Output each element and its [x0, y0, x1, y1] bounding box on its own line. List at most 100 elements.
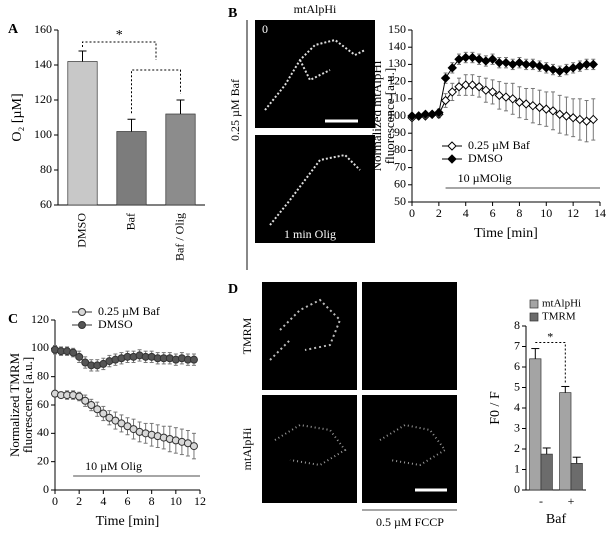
data-point: [414, 111, 424, 121]
legend-label: DMSO: [98, 317, 133, 331]
data-point: [75, 352, 84, 361]
y-tick-label: 80: [40, 162, 52, 176]
y-tick-label: 2: [514, 441, 520, 455]
legend-label: 0.25 µM Baf: [468, 138, 530, 152]
y-tick-label: 100: [388, 108, 406, 122]
bar: [559, 392, 572, 491]
x-tick-label: 14: [594, 206, 606, 220]
data-point: [568, 113, 578, 123]
legend-swatch: [529, 299, 539, 309]
data-point: [561, 111, 572, 121]
data-point: [508, 59, 518, 70]
y-tick-label: 60: [394, 177, 406, 191]
x-axis-label: Time [min]: [96, 514, 160, 529]
y-tick-label: 4: [514, 400, 520, 414]
image-label: 0.5 µM FCCP: [376, 515, 444, 529]
y-tick-label: 100: [31, 340, 49, 354]
y-tick-label: 60: [40, 197, 52, 211]
y-tick-label: 120: [34, 92, 52, 106]
data-point: [555, 66, 565, 76]
legend-marker: [447, 141, 457, 151]
y-tick-label: 0: [514, 482, 520, 496]
y-tick-label: 5: [514, 379, 520, 393]
y-axis-label: Normalized mtAlpHi: [369, 60, 384, 171]
significance-label: *: [547, 329, 553, 343]
x-tick-label: 12: [567, 206, 579, 220]
data-point: [555, 109, 565, 119]
data-point: [481, 56, 491, 66]
y-axis-label: Normalized TMRM: [7, 353, 22, 458]
data-point: [541, 104, 551, 114]
significance-bracket: [131, 69, 181, 114]
y-axis-label: O₂ [µM]: [10, 93, 25, 141]
y-tick-label: 8: [514, 318, 520, 332]
data-point: [568, 63, 578, 73]
data-point: [81, 396, 90, 405]
data-point: [494, 90, 504, 101]
data-point: [514, 97, 525, 107]
y-tick-label: 80: [37, 368, 49, 382]
y-tick-label: 3: [514, 420, 520, 434]
data-point: [99, 409, 108, 418]
data-point: [581, 59, 592, 70]
data-point: [440, 95, 451, 106]
y-tick-label: 120: [31, 312, 49, 326]
panel-letter: D: [228, 282, 238, 297]
x-tick-label: 10: [170, 494, 182, 508]
data-point: [494, 57, 504, 68]
data-point: [501, 57, 511, 68]
data-point: [534, 61, 545, 71]
image-label: TMRM: [240, 317, 254, 354]
legend-marker: [447, 154, 457, 164]
x-tick-label: 6: [490, 206, 496, 220]
legend-label: TMRM: [542, 311, 576, 323]
x-axis-label: Time [min]: [474, 226, 538, 241]
bar: [116, 131, 147, 206]
micrograph: [262, 282, 357, 390]
data-point: [420, 109, 431, 119]
x-tick-label: -: [539, 494, 543, 508]
y-tick-label: 40: [37, 425, 49, 439]
x-tick-label: 8: [149, 494, 155, 508]
y-axis-label: fluorescence [a.u.]: [382, 68, 397, 164]
bar: [570, 463, 583, 491]
x-tick-label: Baf / Olig: [172, 213, 186, 261]
image-label: 0.25 µM Baf: [228, 79, 242, 141]
data-point: [588, 59, 598, 70]
data-point: [541, 63, 551, 73]
data-point: [521, 99, 531, 109]
mitochondria: [269, 298, 342, 361]
data-point: [189, 442, 198, 451]
x-tick-label: 4: [100, 494, 106, 508]
y-tick-label: 90: [394, 125, 406, 139]
legend-label: mtAlpHi: [542, 298, 581, 310]
data-point: [581, 116, 592, 126]
x-tick-label: 2: [76, 494, 82, 508]
y-tick-label: 0: [43, 482, 49, 496]
data-point: [487, 54, 498, 64]
panel-letter: C: [8, 312, 18, 327]
data-point: [467, 80, 478, 90]
data-point: [189, 355, 198, 364]
bar: [165, 113, 196, 206]
bar: [67, 61, 98, 206]
y-tick-label: 6: [514, 359, 520, 373]
x-tick-label: DMSO: [74, 213, 88, 248]
data-point: [434, 107, 444, 118]
data-point: [69, 348, 78, 357]
data-point: [521, 59, 531, 70]
significance-bracket: [535, 342, 566, 384]
y-tick-label: 50: [394, 194, 406, 208]
data-point: [501, 92, 511, 102]
data-point: [534, 102, 545, 113]
data-point: [93, 405, 102, 414]
y-tick-label: 120: [388, 73, 406, 87]
micrograph: [362, 282, 457, 390]
x-tick-label: 8: [516, 206, 522, 220]
data-point: [447, 63, 457, 73]
bar: [540, 453, 553, 491]
legend-marker: [78, 308, 86, 316]
data-point: [575, 61, 585, 71]
significance-bracket: [82, 41, 157, 60]
